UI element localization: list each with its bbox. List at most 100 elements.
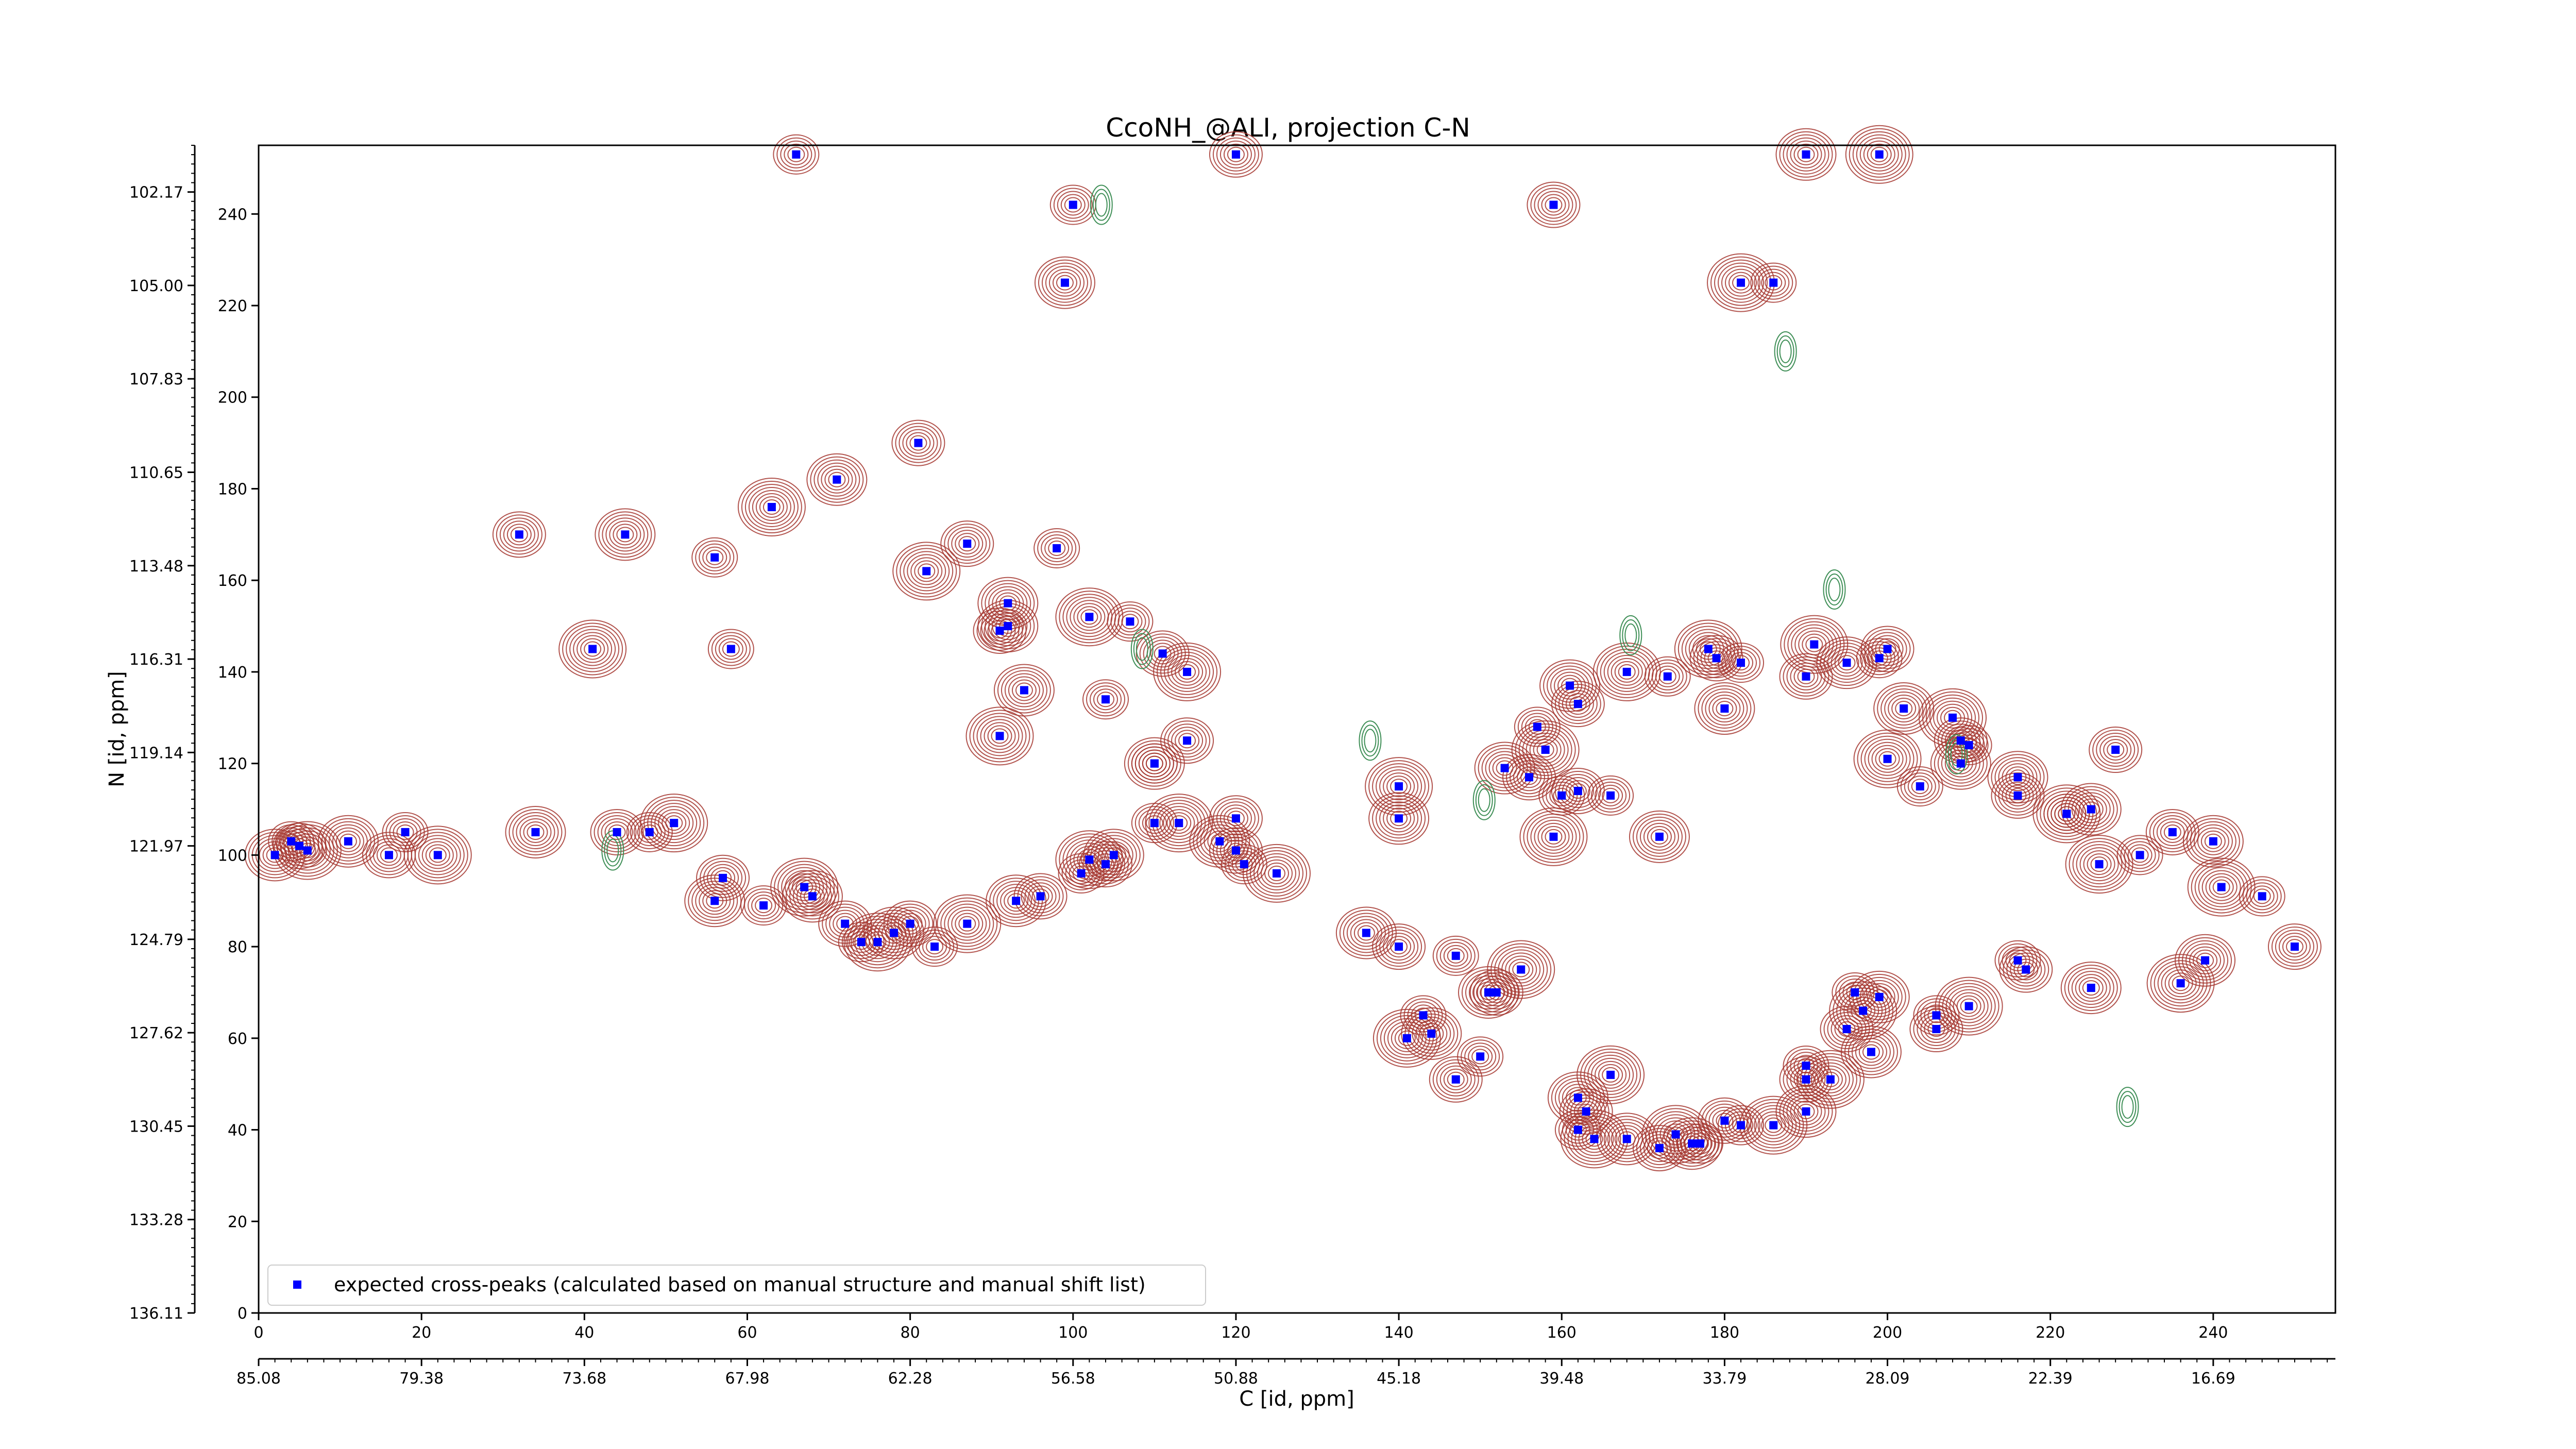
contour-ring [2175, 934, 2236, 987]
contour-ring [781, 867, 828, 907]
x-ppm-tick-label: 62.28 [888, 1370, 933, 1388]
contour-ring [1870, 989, 1888, 1005]
contour-ring [2201, 870, 2241, 904]
x-ppm-tick-label: 85.08 [236, 1370, 281, 1388]
contour-ring [1432, 935, 1479, 976]
cross-peak-marker [1183, 667, 1192, 676]
contour-ring [1904, 772, 1936, 801]
contour-ring [1614, 661, 1639, 683]
contour-ring [506, 524, 532, 546]
contour-ring [1048, 540, 1066, 556]
contour-ring [2060, 783, 2122, 836]
contour-ring [1461, 969, 1515, 1016]
contour-ring [1474, 742, 1535, 795]
contour-ring [1057, 191, 1089, 219]
contour-ring [1267, 865, 1285, 881]
contour-ring [1447, 1071, 1465, 1087]
contour-ring [1956, 995, 1981, 1017]
cross-peak-marker [726, 645, 735, 653]
contour-ring [1227, 811, 1245, 827]
contour-ring [926, 939, 944, 955]
contour-ring [947, 906, 987, 941]
contour-ring [523, 821, 548, 843]
cross-peak-marker [1720, 704, 1729, 713]
cross-peak-marker [1036, 892, 1045, 901]
y-axis-title: N [id, ppm] [105, 671, 129, 787]
contour-ring-negative [1828, 577, 1841, 601]
contour-ring [1867, 986, 1892, 1008]
contour-ring [955, 913, 980, 935]
contour-ring [2032, 784, 2101, 844]
cross-peak-marker [767, 503, 776, 512]
contour-ring [1511, 720, 1580, 779]
cross-peak-marker [1231, 846, 1240, 855]
x-tick-label: 220 [2036, 1324, 2065, 1342]
contour-ring-negative [1825, 573, 1843, 605]
contour-ring [244, 829, 306, 882]
contour-ring [1048, 268, 1081, 297]
contour-ring [741, 481, 802, 534]
contour-ring [2253, 888, 2271, 904]
contour-ring [1077, 849, 1102, 871]
contour-ring [1093, 688, 1118, 711]
cross-peak-marker [1956, 759, 1965, 768]
x-ppm-tick-label: 33.79 [1702, 1370, 1747, 1388]
cross-peak-marker [1851, 988, 1859, 997]
contour-ring [1662, 1117, 1723, 1170]
x-ppm-tick-label: 28.09 [1866, 1370, 1910, 1388]
negative-contour [1130, 629, 1154, 669]
contour-ring [1387, 1021, 1427, 1055]
contour-ring [1357, 925, 1375, 941]
contour-ring [1001, 670, 1047, 711]
contour-ring [1591, 1057, 1631, 1092]
cross-peak-marker [1484, 988, 1493, 997]
contour-ring [2193, 949, 2218, 971]
contour-ring [1021, 879, 1060, 914]
x-tick-label: 200 [1873, 1324, 1902, 1342]
legend-label: expected cross-peaks (calculated based o… [334, 1273, 1146, 1296]
contour-ring [806, 453, 868, 506]
contour-ring [947, 527, 987, 561]
y-tick-label: 220 [218, 297, 247, 315]
contour-ring [1073, 603, 1106, 631]
peak-contour [1082, 679, 1129, 720]
negative-contour [1359, 720, 1382, 761]
contour-ring-negative [1823, 569, 1846, 610]
contour-ring [2190, 821, 2236, 862]
contour-ring [895, 423, 942, 463]
contour-ring [1145, 794, 1213, 853]
contour-ring [951, 909, 984, 938]
contour-ring [2205, 873, 2238, 901]
cross-peak-marker [1900, 704, 1908, 713]
contour-ring [1159, 806, 1199, 840]
cross-peak-marker [710, 897, 719, 905]
contour-ring [2145, 808, 2199, 855]
peak-contour [2182, 815, 2244, 868]
peak-contour [1365, 757, 1433, 816]
contour-ring [752, 490, 791, 525]
peak-contour [1372, 923, 1426, 970]
contour-ring [2002, 763, 2034, 791]
contour-ring [2278, 933, 2311, 961]
contour-ring [748, 487, 795, 528]
contour-ring [1142, 752, 1167, 774]
contour-ring [2071, 971, 2111, 1005]
y-tick-label: 40 [228, 1122, 247, 1140]
contour-ring [1856, 134, 1903, 175]
contour-ring [706, 549, 724, 565]
peak-contour [2089, 726, 2143, 773]
peak-contour [965, 706, 1034, 766]
x-tick-label: 80 [901, 1324, 920, 1342]
contour-ring [1436, 938, 1476, 973]
contour-ring [1868, 632, 1907, 666]
contour-ring [1231, 853, 1257, 875]
contour-ring [1728, 652, 1754, 674]
y-tick-label: 120 [218, 755, 247, 773]
contour-ring [640, 824, 658, 840]
contour-ring [2107, 742, 2125, 757]
contour-ring [836, 916, 854, 932]
contour-ring [1994, 940, 2041, 981]
contour-ring [1211, 833, 1229, 849]
contour-ring [1658, 668, 1676, 684]
contour-ring [558, 619, 627, 679]
